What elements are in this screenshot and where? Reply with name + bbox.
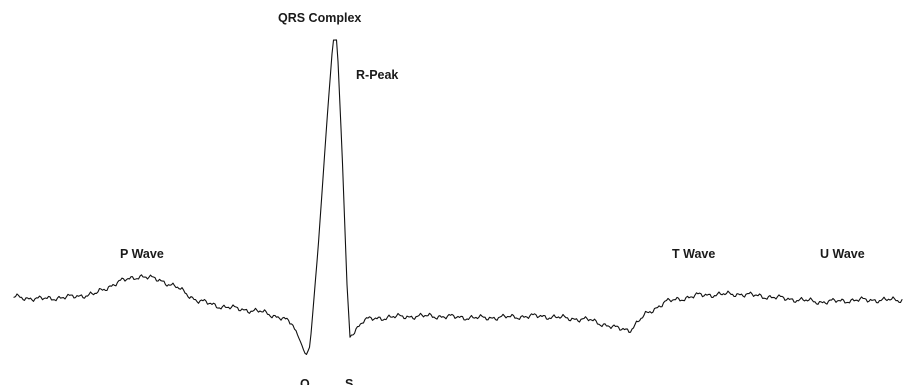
- t-wave-label: T Wave: [672, 247, 715, 261]
- u-wave-label: U Wave: [820, 247, 865, 261]
- s-point-label: S: [345, 377, 353, 385]
- r-peak-label: R-Peak: [356, 68, 398, 82]
- q-point-label: Q: [300, 377, 310, 385]
- ecg-trace-line: [13, 39, 903, 355]
- p-wave-label: P Wave: [120, 247, 164, 261]
- qrs-complex-label: QRS Complex: [278, 11, 361, 25]
